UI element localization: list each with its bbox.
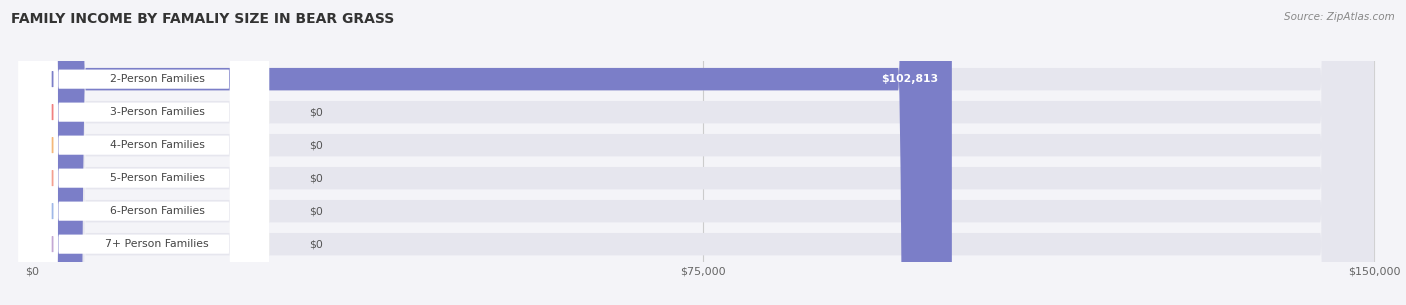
Text: 6-Person Families: 6-Person Families: [110, 206, 205, 216]
Text: 3-Person Families: 3-Person Families: [110, 107, 205, 117]
FancyBboxPatch shape: [18, 0, 269, 305]
FancyBboxPatch shape: [32, 0, 1374, 305]
FancyBboxPatch shape: [32, 0, 1374, 305]
Text: Source: ZipAtlas.com: Source: ZipAtlas.com: [1284, 12, 1395, 22]
FancyBboxPatch shape: [32, 0, 1374, 305]
FancyBboxPatch shape: [18, 0, 269, 305]
FancyBboxPatch shape: [18, 0, 269, 305]
Text: $102,813: $102,813: [882, 74, 938, 84]
Text: 4-Person Families: 4-Person Families: [110, 140, 205, 150]
Text: FAMILY INCOME BY FAMALIY SIZE IN BEAR GRASS: FAMILY INCOME BY FAMALIY SIZE IN BEAR GR…: [11, 12, 395, 26]
Text: $0: $0: [309, 206, 323, 216]
FancyBboxPatch shape: [18, 0, 269, 305]
Text: $0: $0: [309, 107, 323, 117]
Text: 5-Person Families: 5-Person Families: [110, 173, 205, 183]
FancyBboxPatch shape: [32, 0, 1374, 305]
FancyBboxPatch shape: [32, 0, 1374, 305]
Text: $0: $0: [309, 239, 323, 249]
Text: $0: $0: [309, 173, 323, 183]
FancyBboxPatch shape: [32, 0, 952, 305]
FancyBboxPatch shape: [32, 0, 1374, 305]
Text: 2-Person Families: 2-Person Families: [110, 74, 205, 84]
FancyBboxPatch shape: [18, 0, 269, 305]
Text: 7+ Person Families: 7+ Person Families: [105, 239, 209, 249]
FancyBboxPatch shape: [18, 0, 269, 305]
Text: $0: $0: [309, 140, 323, 150]
